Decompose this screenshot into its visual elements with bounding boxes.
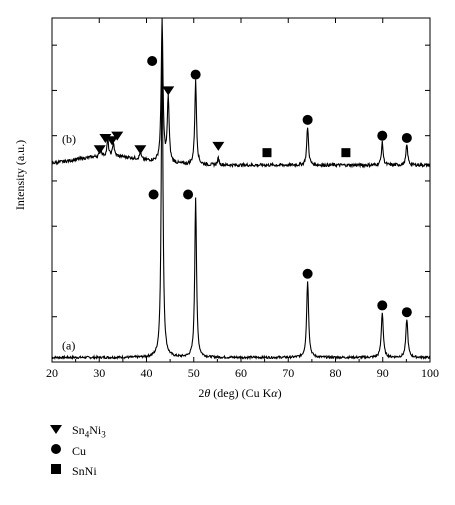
circle-icon xyxy=(48,443,64,459)
sn4ni3-marker xyxy=(106,136,119,146)
triangle-icon xyxy=(48,424,64,439)
cu-marker xyxy=(302,268,313,279)
x-tick-label: 70 xyxy=(282,366,294,380)
cu-marker xyxy=(302,114,313,125)
sn4ni3-marker xyxy=(99,133,112,143)
snni-marker xyxy=(341,148,351,158)
x-tick-label: 20 xyxy=(46,366,58,380)
snni-marker xyxy=(262,148,272,158)
y-axis-label: Intensity (a.u.) xyxy=(13,140,27,210)
cu-marker xyxy=(147,56,158,66)
cu-marker xyxy=(401,307,412,318)
x-tick-label: 40 xyxy=(141,366,153,380)
cu-marker xyxy=(377,130,388,141)
x-tick-label: 80 xyxy=(330,366,342,380)
cu-marker xyxy=(148,189,159,200)
x-tick-label: 30 xyxy=(93,366,105,380)
legend-item-snni: SnNi xyxy=(48,464,97,479)
legend-item-cu: Cu xyxy=(48,443,86,459)
series-label: (a) xyxy=(62,338,75,352)
legend-label-sn4ni3: Sn4Ni3 xyxy=(72,423,106,440)
series-line-1 xyxy=(52,18,430,169)
legend-label-cu: Cu xyxy=(72,443,87,458)
legend-item-sn4ni3: Sn4Ni3 xyxy=(48,423,106,439)
cu-marker xyxy=(377,300,388,311)
series-line-0 xyxy=(52,49,430,361)
x-tick-label: 60 xyxy=(235,366,247,380)
plot-frame xyxy=(51,17,431,363)
x-tick-label: 100 xyxy=(421,366,439,380)
series-label: (b) xyxy=(62,132,76,146)
sn4ni3-marker xyxy=(134,145,147,155)
sn4ni3-marker xyxy=(111,131,124,141)
cu-marker xyxy=(183,189,194,200)
sn4ni3-marker xyxy=(212,141,225,151)
x-tick-label: 50 xyxy=(188,366,200,380)
sn4ni3-marker xyxy=(162,86,175,96)
x-axis-label: 2θ (deg) (Cu Kα) xyxy=(198,386,281,400)
cu-marker xyxy=(190,69,201,80)
square-icon xyxy=(48,464,64,479)
legend-label-snni: SnNi xyxy=(72,464,97,478)
cu-marker xyxy=(401,132,412,143)
sn4ni3-marker xyxy=(93,145,106,155)
x-tick-label: 90 xyxy=(377,366,389,380)
